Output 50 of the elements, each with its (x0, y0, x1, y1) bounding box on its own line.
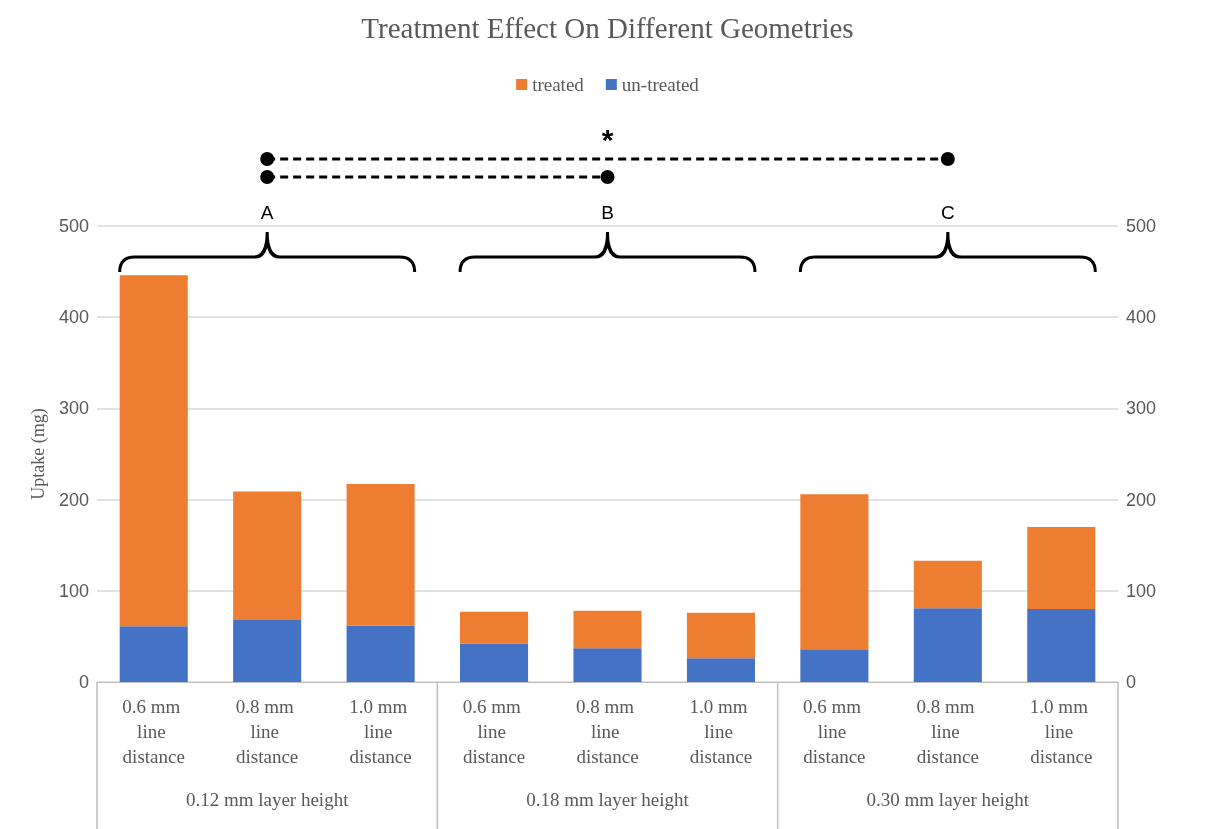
y2-tick-label: 500 (1126, 216, 1157, 236)
bar (119, 275, 188, 627)
y-tick-label: 200 (58, 489, 89, 510)
y2-tick-label: 100 (1126, 580, 1157, 601)
text: * (601, 123, 614, 156)
text: B (601, 202, 614, 223)
bar (1027, 609, 1096, 682)
bar (233, 491, 302, 620)
bar (1027, 526, 1096, 610)
y2-tick-label: 200 (1126, 489, 1157, 510)
chart-title: Treatment Effect On Different Geometries (361, 11, 854, 44)
bar (573, 610, 642, 649)
x-tick-label: 1.0 mm line distance (689, 696, 753, 767)
x-tick-label: 0.6 mm line distance (802, 696, 866, 767)
y2-tick-label: 300 (1126, 398, 1157, 419)
bar (573, 648, 642, 682)
x-tick-label: 1.0 mm line distance (1029, 696, 1093, 767)
bar (913, 608, 982, 682)
text: 0.12 mm layer height (185, 789, 350, 810)
text: A (260, 202, 274, 223)
text: C (940, 202, 955, 223)
y2-tick-label: 0 (1126, 672, 1137, 692)
x-tick-label: 0.8 mm line distance (916, 696, 980, 767)
x-tick-label: 1.0 mm line distance (349, 696, 413, 767)
legend-label: treated (532, 74, 585, 95)
text: 0.30 mm layer height (866, 789, 1030, 810)
bar (460, 611, 529, 644)
text: 0.18 mm layer height (526, 789, 690, 810)
y-tick-label: 400 (58, 307, 89, 328)
x-tick-label: 0.6 mm line distance (462, 696, 526, 767)
legend-label: un-treated (621, 74, 700, 95)
bar (800, 494, 869, 650)
bar (233, 619, 302, 682)
y-tick-label: 0 (78, 672, 89, 692)
bar (119, 626, 188, 682)
bar (686, 612, 755, 659)
y-axis-title: Uptake (mg) (28, 408, 49, 500)
bar (346, 484, 415, 626)
y2-tick-label: 400 (1126, 307, 1157, 328)
bar (686, 658, 755, 682)
y-tick-label: 300 (58, 398, 89, 419)
x-tick-label: 0.8 mm line distance (235, 696, 299, 767)
bar (800, 649, 869, 682)
bar (460, 643, 529, 682)
y-tick-label: 100 (58, 580, 89, 601)
x-tick-label: 0.6 mm line distance (122, 696, 186, 767)
bar (346, 625, 415, 682)
bar (913, 560, 982, 609)
y-tick-label: 500 (58, 216, 89, 236)
x-tick-label: 0.8 mm line distance (576, 696, 639, 767)
